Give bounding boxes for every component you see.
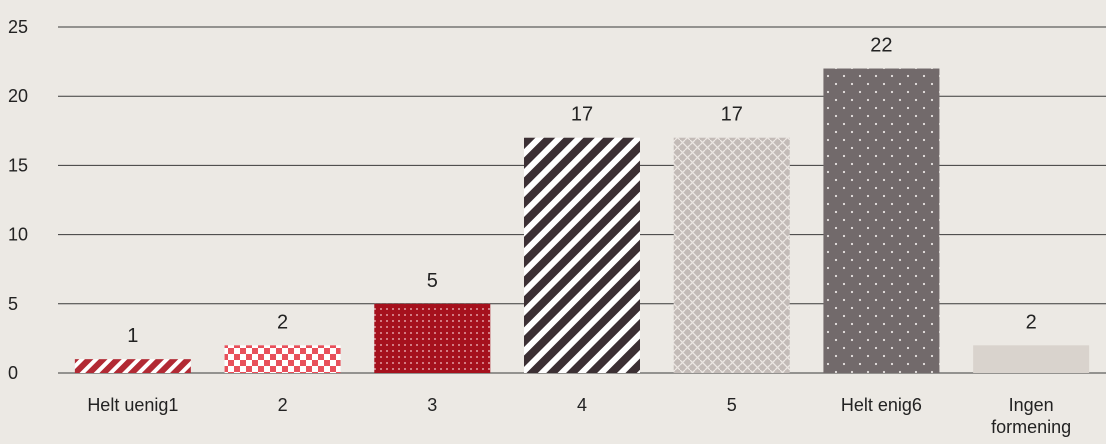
data-label: 1 (127, 325, 138, 347)
x-tick-label: Ingen formening (991, 395, 1071, 437)
bar-2 (224, 345, 341, 373)
x-tick-label: Helt enig6 (841, 395, 922, 415)
data-label: 22 (870, 35, 892, 57)
y-tick-label: 10 (8, 225, 28, 245)
y-axis-ticks: 0 5 10 15 20 25 (8, 17, 28, 383)
bar-5 (673, 137, 790, 373)
y-tick-label: 20 (8, 86, 28, 106)
x-tick-label: 2 (278, 395, 288, 415)
bar-4 (524, 137, 640, 373)
data-label: 17 (721, 104, 743, 126)
x-axis-ticks: Helt uenig1 2 3 4 5 Helt enig6 Ingen formening (87, 395, 1071, 437)
x-tick-label: Helt uenig1 (87, 395, 178, 415)
data-label: 5 (427, 270, 438, 292)
x-tick-label: 3 (427, 395, 437, 415)
y-tick-label: 25 (8, 17, 28, 37)
x-tick-label: 4 (577, 395, 587, 415)
bar-1 (74, 359, 191, 373)
data-label: 2 (277, 311, 288, 333)
bar-6 (823, 68, 940, 374)
y-tick-label: 5 (8, 294, 18, 314)
bar-3 (374, 303, 491, 373)
data-label: 17 (571, 104, 593, 126)
data-label: 2 (1026, 311, 1037, 333)
y-tick-label: 0 (8, 363, 18, 383)
y-tick-label: 15 (8, 155, 28, 175)
x-tick-label: 5 (727, 395, 737, 415)
bar-7 (973, 345, 1090, 373)
bars (74, 68, 1090, 374)
